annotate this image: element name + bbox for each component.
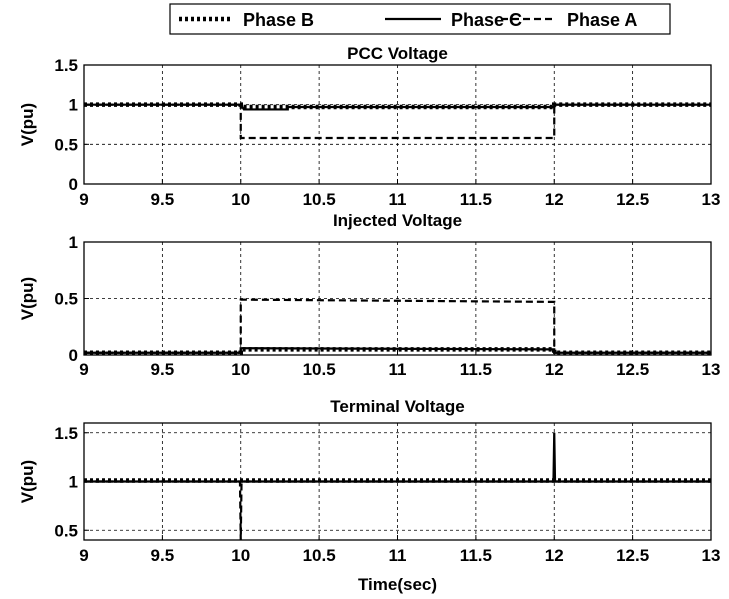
y-tick-label: 1 (69, 96, 78, 115)
x-tick-label: 9 (79, 190, 88, 209)
x-tick-label: 12 (545, 360, 564, 379)
axes-frame (83, 64, 712, 185)
y-tick-label: 1 (69, 233, 78, 252)
legend: Phase B Phase C Phase A (169, 3, 671, 35)
x-tick-label: 9.5 (151, 546, 175, 565)
x-tick-label: 10.5 (303, 190, 336, 209)
series-line-phase-a (84, 298, 711, 354)
chart-panel-3: 9 9.5 10 10.5 11 11.5 12 12.5 130.511.5Terminal … (18, 397, 720, 594)
x-tick-label: 9 (79, 546, 88, 565)
legend-label: Phase A (567, 10, 637, 30)
y-axis-label: V(pu) (18, 103, 37, 146)
chart-panel-2: 9 9.5 10 10.5 11 11.5 12 12.5 13 0 0.5 1 Injected Vo… (18, 211, 720, 379)
plot-area (84, 65, 711, 184)
y-tick-label: 0.5 (54, 290, 78, 309)
x-tick-label: 10 (231, 190, 250, 209)
axes-frame (83, 241, 712, 356)
y-tick-label: 1.5 (54, 56, 78, 75)
y-tick-label: 0.5 (54, 135, 78, 154)
x-tick-label: 12 (545, 546, 564, 565)
x-tick-label: 12 (545, 190, 564, 209)
x-tick-label: 9.5 (151, 360, 175, 379)
x-tick-label: 13 (702, 190, 721, 209)
y-axis-label: V(pu) (18, 277, 37, 320)
x-tick-label: 11 (389, 360, 407, 379)
legend-label: Phase C (451, 10, 522, 30)
y-tick-label: 0.5 (54, 521, 78, 540)
x-tick-label: 13 (702, 546, 721, 565)
series-group (84, 102, 711, 140)
y-tick-label: 1.5 (54, 424, 78, 443)
series-line-phase-a (84, 103, 711, 140)
x-tick-label: 11.5 (460, 360, 492, 379)
series-group (84, 432, 711, 540)
y-tick-label: 0 (69, 346, 78, 365)
x-tick-label: 12.5 (616, 360, 649, 379)
x-tick-label: 11.5 (460, 190, 492, 209)
axes-frame (83, 422, 712, 541)
legend-label: Phase B (243, 10, 314, 30)
x-axis-label: Time(sec) (358, 575, 437, 594)
x-tick-label: 11 (389, 190, 407, 209)
x-tick-label: 9.5 (151, 190, 175, 209)
x-tick-label: 12.5 (616, 546, 649, 565)
y-tick-label: 0 (69, 175, 78, 194)
y-tick-label: 1 (69, 473, 78, 492)
x-tick-label: 11 (389, 546, 407, 565)
chart-title: Terminal Voltage (330, 397, 464, 416)
x-tick-label: 12.5 (616, 190, 649, 209)
x-tick-label: 10.5 (303, 360, 336, 379)
chart-title: Injected Voltage (333, 211, 462, 230)
series-group (84, 298, 711, 355)
chart-title: PCC Voltage (347, 44, 448, 63)
x-tick-label: 13 (702, 360, 721, 379)
x-tick-label: 10.5 (303, 546, 336, 565)
x-tick-label: 9 (79, 360, 88, 379)
x-tick-label: 10 (231, 360, 250, 379)
x-tick-label: 10 (231, 546, 250, 565)
series-line-phase-a (84, 480, 711, 540)
x-tick-label: 11.5 (460, 546, 492, 565)
y-axis-label: V(pu) (18, 460, 37, 503)
